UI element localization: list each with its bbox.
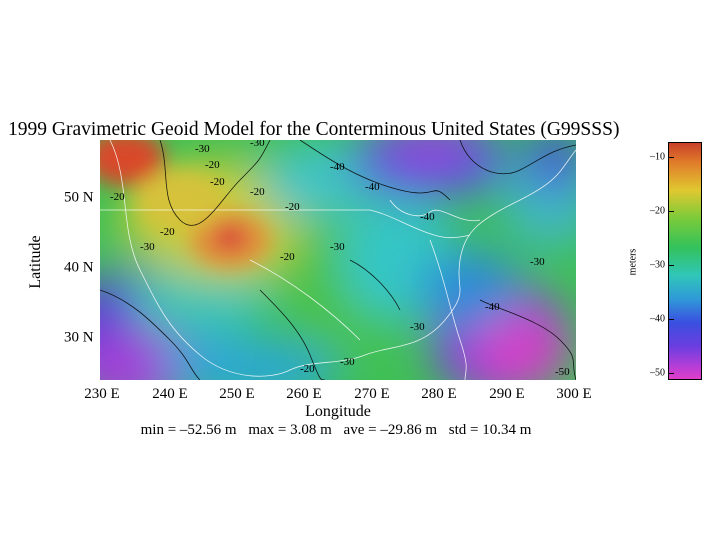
stat-min: min = –52.56 m bbox=[140, 422, 237, 438]
contour-label: -20 bbox=[250, 186, 265, 198]
y-tick-50n: 50 N bbox=[64, 189, 94, 206]
contour-label: -30 bbox=[530, 256, 545, 268]
x-tick-240e: 240 E bbox=[152, 386, 188, 402]
x-tick-300e: 300 E bbox=[556, 386, 592, 402]
contour-label: -30 bbox=[250, 140, 265, 149]
statistics-line: min = –52.56 m max = 3.08 m ave = –29.86… bbox=[137, 422, 536, 439]
stat-max: max = 3.08 m bbox=[248, 422, 332, 438]
stat-std: std = 10.34 m bbox=[448, 422, 532, 438]
colorbar-tick: –40 bbox=[650, 313, 665, 325]
contour-label: -30 bbox=[195, 143, 210, 155]
contour-label: -30 bbox=[330, 241, 345, 253]
contour-label: -20 bbox=[160, 226, 175, 238]
contour-label: -30 bbox=[340, 356, 355, 368]
contour-label: -40 bbox=[330, 161, 345, 173]
colorbar-tick-mark bbox=[668, 211, 674, 212]
colorbar-tick: –20 bbox=[650, 205, 665, 217]
colorbar-tick: –50 bbox=[650, 367, 665, 379]
map-title: 1999 Gravimetric Geoid Model for the Con… bbox=[8, 119, 620, 140]
colorbar-tick-mark bbox=[668, 319, 674, 320]
contour-label: -20 bbox=[280, 251, 295, 263]
x-tick-250e: 250 E bbox=[219, 386, 255, 402]
contour-label: -50 bbox=[555, 366, 570, 378]
x-tick-260e: 260 E bbox=[286, 386, 322, 402]
contour-label: -40 bbox=[420, 211, 435, 223]
y-tick-30n: 30 N bbox=[64, 329, 94, 346]
contour-label: -20 bbox=[205, 159, 220, 171]
colorbar-unit: meters bbox=[627, 248, 639, 276]
x-tick-280e: 280 E bbox=[421, 386, 457, 402]
contour-label: -20 bbox=[210, 176, 225, 188]
contour-label: -30 bbox=[140, 241, 155, 253]
colorbar-tick-mark bbox=[668, 265, 674, 266]
contour-label: -20 bbox=[285, 201, 300, 213]
geoid-map: -30 -20 -20 -20 -20 -30 -40 -40 -20 -30 … bbox=[100, 140, 576, 380]
colorbar-tick: –30 bbox=[650, 259, 665, 271]
contour-label: -40 bbox=[365, 181, 380, 193]
contour-label: -20 bbox=[300, 363, 315, 375]
x-axis-label: Longitude bbox=[305, 403, 371, 420]
y-tick-40n: 40 N bbox=[64, 259, 94, 276]
stat-ave: ave = –29.86 m bbox=[343, 422, 437, 438]
contour-label: -30 bbox=[410, 321, 425, 333]
colorbar bbox=[668, 142, 702, 380]
contour-label: -20 bbox=[110, 191, 125, 203]
x-tick-290e: 290 E bbox=[489, 386, 525, 402]
colorbar-tick: –10 bbox=[650, 151, 665, 163]
x-tick-270e: 270 E bbox=[354, 386, 390, 402]
geoid-field: -30 -20 -20 -20 -20 -30 -40 -40 -20 -30 … bbox=[100, 140, 576, 380]
contour-label: -40 bbox=[485, 301, 500, 313]
colorbar-tick-mark bbox=[668, 373, 674, 374]
x-tick-230e: 230 E bbox=[84, 386, 120, 402]
colorbar-tick-mark bbox=[668, 157, 674, 158]
y-axis-label: Latitude bbox=[27, 235, 44, 289]
